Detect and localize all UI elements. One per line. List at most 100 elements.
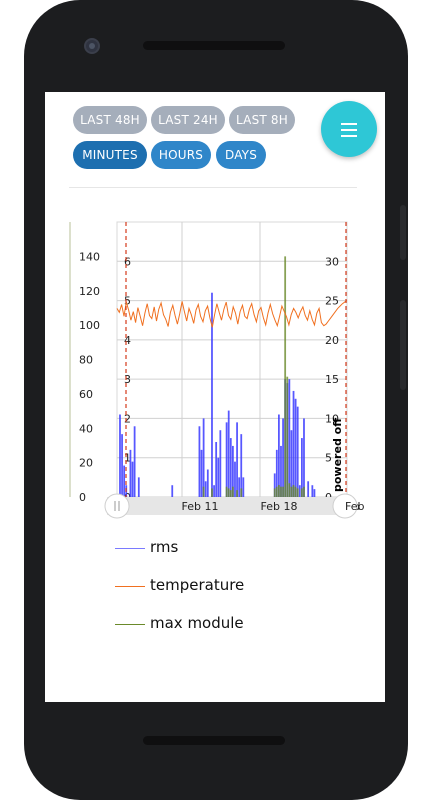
max-module-bar: [282, 486, 284, 497]
rms-bar: [298, 485, 301, 497]
divider: [69, 187, 357, 188]
rms-bar: [294, 398, 297, 497]
rms-bar: [202, 418, 205, 497]
left-axis-tick-label: 140: [79, 250, 100, 263]
max-module-bar: [225, 486, 228, 497]
days-button[interactable]: DAYS: [216, 141, 266, 169]
max-module-bar: [202, 486, 205, 497]
rms-bar: [311, 485, 314, 497]
navigator-left-handle: [104, 493, 130, 519]
rms-bar: [171, 485, 174, 497]
x-axis-tick-label: Feb 11: [182, 500, 219, 513]
earpiece-speaker: [143, 41, 285, 50]
max-module-bar: [278, 484, 280, 497]
legend-rms-swatch: [115, 548, 145, 549]
volume-button: [400, 205, 406, 260]
max-module-bar: [294, 486, 297, 497]
rms-bar: [137, 477, 140, 497]
rms-bar: [280, 445, 282, 497]
rms-bar: [282, 418, 284, 497]
rms-bar: [121, 434, 123, 497]
rms-bar: [240, 434, 243, 497]
rms-bar: [307, 481, 310, 497]
left-axis-tick-label: 20: [79, 457, 93, 470]
left-axis-tick-label: 40: [79, 422, 93, 435]
x-axis-tick-label: Feb 18: [261, 500, 298, 513]
last-48h-button[interactable]: LAST 48H: [73, 106, 147, 134]
rms-bar: [313, 489, 316, 497]
inner-axis-tick-label: 4: [124, 334, 131, 347]
rms-bar: [213, 485, 215, 497]
inner-axis-tick-label: 1: [124, 452, 131, 465]
rms-bar: [225, 422, 228, 497]
right-axis-tick-label: 20: [325, 334, 339, 347]
rms-bar: [215, 442, 218, 497]
rms-bar: [234, 461, 236, 497]
max-module-bar: [284, 256, 287, 497]
power-button: [400, 300, 406, 390]
navigator-track: [107, 497, 352, 515]
rms-bar: [275, 449, 278, 497]
telemetry-chart[interactable]: 0204060801001201400123456051015202530pow…: [45, 212, 385, 532]
rms-bar: [200, 449, 203, 497]
left-axis-tick-label: 120: [79, 285, 100, 298]
max-module-bar: [211, 488, 213, 497]
max-module-bar: [296, 488, 299, 497]
app-screen: LAST 48H LAST 24H LAST 8H MINUTES HOURS …: [45, 92, 385, 702]
x-axis-tick-label-overflow: Feb: [345, 500, 364, 513]
legend-temperature-swatch: [115, 586, 145, 587]
legend-max-module-swatch: [115, 624, 145, 625]
inner-axis-tick-label: 6: [124, 255, 131, 268]
max-module-bar: [240, 488, 243, 497]
menu-fab-button[interactable]: [321, 101, 377, 157]
left-axis-tick-label: 60: [79, 388, 93, 401]
rms-bar: [232, 445, 234, 497]
temperature-line: [116, 300, 348, 328]
max-module-bar: [273, 488, 276, 497]
max-module-bar: [290, 486, 293, 497]
inner-axis-tick-label: 3: [124, 373, 131, 386]
rms-bar: [206, 469, 209, 497]
legend-rms-label: rms: [150, 538, 179, 556]
rms-bar: [229, 438, 232, 497]
rms-bar: [278, 414, 280, 497]
max-module-bar: [303, 486, 305, 497]
max-module-bar: [227, 488, 230, 497]
last-8h-button[interactable]: LAST 8H: [229, 106, 295, 134]
rms-bar: [242, 477, 245, 497]
rms-bar: [273, 473, 276, 497]
inner-axis-tick-label: 5: [124, 295, 131, 308]
hours-button[interactable]: HOURS: [151, 141, 211, 169]
legend-max-module-label: max module: [150, 614, 244, 632]
minutes-button[interactable]: MINUTES: [73, 141, 147, 169]
rms-bar: [211, 292, 213, 497]
hamburger-menu-icon: [341, 123, 357, 141]
right-axis-tick-label: 10: [325, 412, 339, 425]
rms-bar: [217, 457, 220, 497]
max-module-bar: [280, 486, 282, 497]
rms-bar: [292, 390, 295, 497]
left-axis-tick-label: 80: [79, 354, 93, 367]
max-module-bar: [286, 376, 289, 497]
front-camera: [84, 38, 100, 54]
right-axis-tick-label: 5: [325, 452, 332, 465]
max-module-bar: [232, 486, 234, 497]
inner-axis-tick-label: 2: [124, 412, 131, 425]
rms-bar: [204, 481, 207, 497]
rms-bar: [119, 414, 121, 497]
rms-bar: [131, 461, 134, 497]
max-module-bar: [236, 490, 238, 497]
rms-bar: [129, 449, 132, 497]
powered-off-annotation: powered off: [331, 418, 344, 492]
rms-bar: [288, 379, 291, 497]
rms-bar: [303, 418, 305, 497]
rms-bar: [227, 410, 230, 497]
legend-temperature-label: temperature: [150, 576, 245, 594]
right-axis-tick-label: 30: [325, 255, 339, 268]
rms-bar: [219, 430, 222, 497]
rms-bar: [133, 426, 136, 497]
rms-bar: [238, 477, 241, 497]
last-24h-button[interactable]: LAST 24H: [151, 106, 225, 134]
max-module-bar: [229, 490, 232, 497]
max-module-bar: [301, 488, 303, 497]
